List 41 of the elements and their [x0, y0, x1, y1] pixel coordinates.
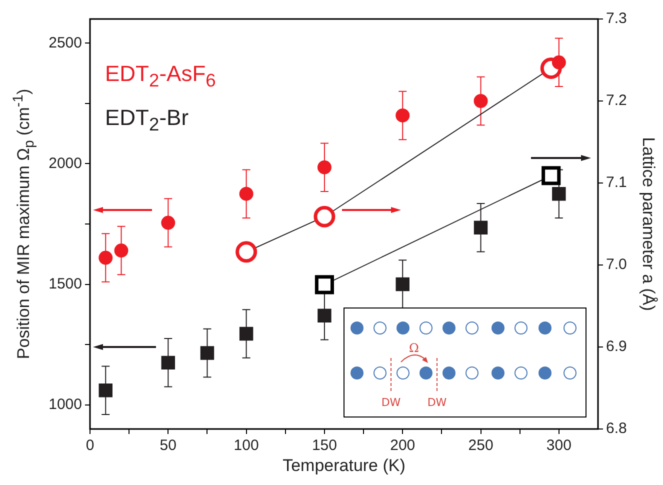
x-tick-label: 0	[86, 437, 94, 454]
x-tick-label: 150	[312, 437, 337, 454]
point	[239, 186, 254, 201]
point	[396, 277, 410, 292]
point	[236, 241, 258, 263]
point	[552, 186, 566, 201]
point	[396, 108, 410, 122]
point	[542, 166, 561, 186]
x-tick-label: 300	[546, 437, 572, 454]
point	[98, 250, 113, 265]
point	[474, 220, 488, 234]
y2-tick-label: 7.2	[606, 92, 627, 110]
y2-tick-label: 7.1	[606, 174, 627, 192]
point	[161, 216, 176, 230]
point	[239, 326, 254, 341]
point	[314, 275, 334, 294]
x-tick-label: 100	[234, 437, 259, 454]
point	[200, 346, 214, 360]
y2-tick-label: 6.8	[606, 420, 627, 438]
point	[318, 308, 332, 323]
point	[317, 160, 332, 174]
y2-axis-title: Lattice parameter a (Å)	[638, 137, 658, 311]
y2-tick-label: 7.0	[606, 256, 627, 274]
x-tick-label: 250	[468, 437, 494, 454]
y2-tick-label: 6.9	[606, 338, 627, 356]
x-axis-title: Temperature (K)	[282, 456, 406, 476]
y-tick-label: 1000	[48, 396, 82, 414]
y2-tick-label: 7.3	[606, 10, 627, 28]
x-tick-label: 200	[390, 437, 416, 454]
text: EDT$_{2}$-AsF$_{6}$	[105, 60, 216, 92]
point	[98, 384, 112, 398]
point	[161, 356, 176, 370]
x-tick-label: 50	[160, 437, 176, 454]
y-tick-label: 2500	[48, 34, 82, 52]
text: EDT$_{2}$-Br	[105, 104, 190, 137]
y-tick-label: 2000	[48, 154, 82, 172]
point	[114, 244, 128, 258]
point	[314, 206, 336, 228]
point	[474, 94, 488, 108]
point	[552, 55, 566, 70]
y-tick-label: 1500	[48, 275, 82, 292]
